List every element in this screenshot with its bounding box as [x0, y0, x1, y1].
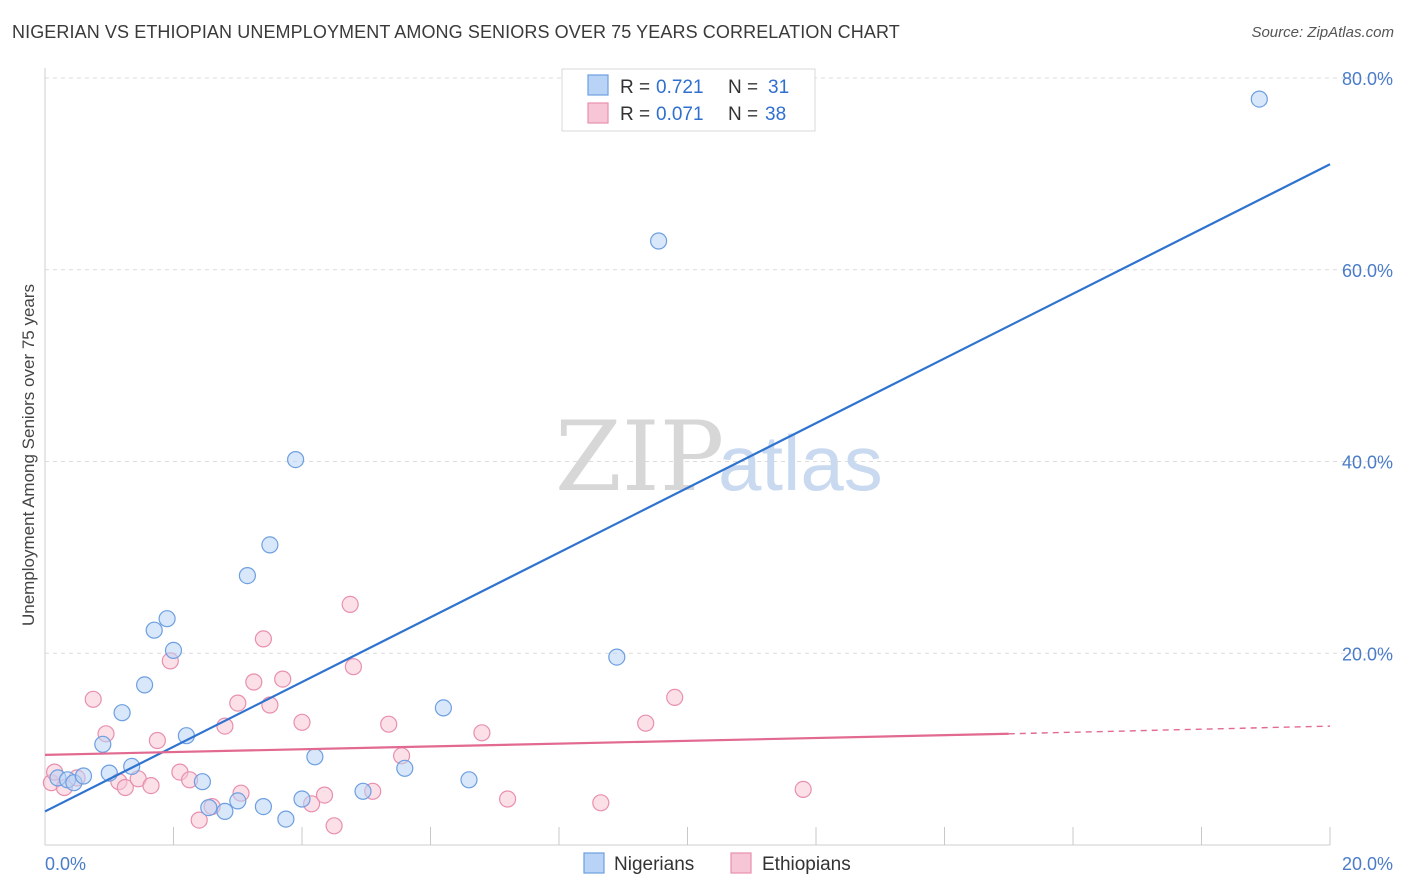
nigerian-point	[158, 610, 176, 628]
nigerian-point	[1250, 90, 1268, 108]
nigerian-point	[164, 641, 183, 660]
legend-r-label-nigerians: R =	[620, 77, 650, 98]
nigerian-point	[136, 676, 154, 694]
ethiopian-point	[499, 790, 517, 808]
legend-r-value-ethiopians: 0.071	[656, 104, 704, 125]
ethiopian-point	[666, 688, 684, 707]
ethiopian-point	[84, 690, 102, 708]
nigerian-point	[200, 798, 218, 817]
ethiopian-point	[229, 694, 247, 712]
nigerian-point	[113, 704, 131, 722]
nigerian-point	[229, 792, 247, 810]
nigerian-point	[277, 810, 295, 828]
x-tick-label: 0.0%	[45, 854, 86, 874]
legend-n-label-nigerians: N =	[728, 77, 758, 98]
bottom-legend-swatch-ethiopians	[730, 852, 752, 874]
ethiopian-point	[116, 778, 134, 797]
ethiopian-point	[344, 658, 362, 676]
ethiopian-point	[473, 724, 491, 742]
ethiopian-point	[142, 776, 160, 795]
nigerian-point	[238, 566, 256, 585]
ethiopian-point	[592, 794, 610, 812]
ethiopian-point	[254, 630, 272, 648]
y-tick-label: 20.0%	[1342, 644, 1393, 664]
x-tick-label: 20.0%	[1342, 854, 1393, 874]
y-tick-label: 60.0%	[1342, 261, 1393, 281]
ethiopian-trend-extension	[1008, 725, 1331, 735]
nigerian-point	[396, 759, 414, 777]
nigerian-point	[608, 648, 626, 666]
chart-title: NIGERIAN VS ETHIOPIAN UNEMPLOYMENT AMONG…	[12, 22, 900, 42]
nigerian-point	[306, 748, 324, 766]
nigerian-point	[649, 232, 668, 250]
bottom-legend-label-ethiopians: Ethiopians	[762, 854, 851, 875]
y-tick-label: 40.0%	[1342, 453, 1393, 473]
legend-r-value-nigerians: 0.721	[656, 77, 704, 98]
ethiopian-point	[293, 713, 311, 731]
nigerian-point	[94, 735, 112, 753]
ethiopian-point	[341, 595, 359, 614]
bottom-legend-label-nigerians: Nigerians	[614, 854, 694, 875]
ethiopian-point	[315, 786, 334, 804]
bottom-legend-swatch-nigerians	[583, 852, 605, 874]
points-layer	[42, 90, 1268, 835]
ethiopian-point	[380, 715, 398, 733]
ethiopian-point	[245, 673, 263, 691]
nigerian-point	[293, 790, 311, 808]
nigerian-point	[123, 757, 141, 776]
y-tick-label: 80.0%	[1342, 69, 1393, 89]
ethiopian-point	[637, 714, 655, 732]
ethiopian-point	[794, 780, 812, 799]
axes-layer: 20.0% 40.0% 60.0% 80.0% 0.0% 20.0%	[44, 68, 1393, 874]
legend-swatch-nigerians	[587, 74, 609, 96]
chart-source: Source: ZipAtlas.com	[1251, 24, 1394, 41]
nigerian-point	[287, 451, 305, 469]
nigerian-point	[216, 802, 234, 821]
bottom-legend: Nigerians Ethiopians	[583, 852, 851, 875]
legend-swatch-ethiopians	[587, 102, 609, 124]
trend-layer	[44, 163, 1331, 813]
watermark-atlas: atlas	[718, 419, 883, 507]
ethiopian-trend-line	[44, 732, 1009, 756]
legend-n-value-nigerians: 31	[768, 77, 789, 98]
watermark-zip: ZIP	[555, 401, 724, 513]
nigerian-point	[354, 782, 372, 800]
ethiopian-point	[148, 731, 166, 750]
y-axis-label: Unemployment Among Seniors over 75 years	[19, 284, 38, 626]
legend-r-label-ethiopians: R =	[620, 104, 650, 125]
nigerian-point	[145, 621, 163, 639]
nigerian-point	[74, 767, 93, 785]
ethiopian-point	[190, 811, 208, 829]
legend-n-label-ethiopians: N =	[728, 104, 758, 125]
nigerian-point	[254, 797, 272, 816]
grid-layer	[45, 77, 1390, 654]
nigerian-trend-line	[44, 163, 1331, 813]
watermark: ZIP atlas	[555, 401, 883, 513]
ethiopian-point	[274, 670, 292, 688]
nigerian-point	[460, 771, 478, 789]
legend-n-value-ethiopians: 38	[765, 104, 786, 125]
nigerian-point	[434, 699, 452, 717]
ethiopian-point	[325, 817, 343, 835]
nigerian-point	[261, 536, 279, 554]
top-legend: R = 0.721 N = 31 R = 0.071 N = 38	[561, 68, 816, 132]
nigerian-point	[193, 773, 211, 791]
